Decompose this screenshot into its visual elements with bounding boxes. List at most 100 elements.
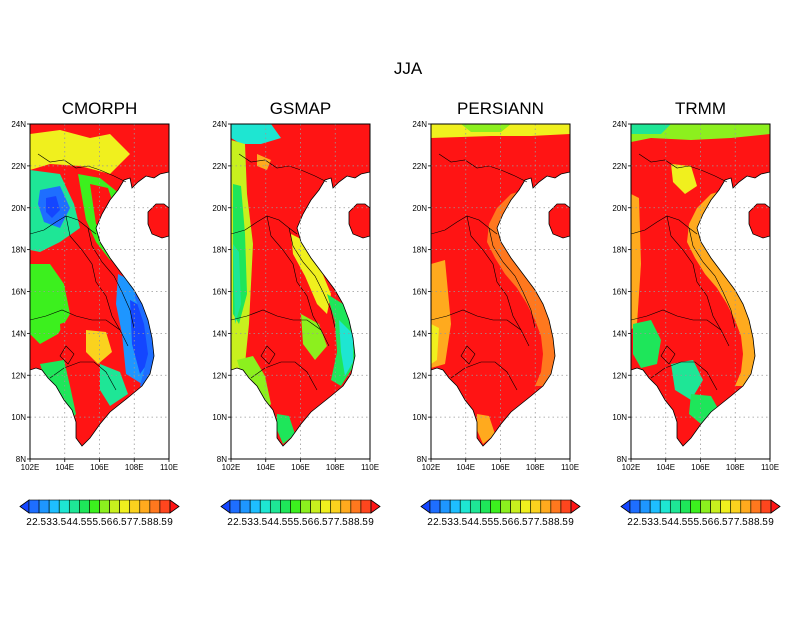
lon-tick-label: 108E: [526, 463, 545, 472]
colorbar-arrow-high: [169, 499, 180, 514]
colorbar-label: 4.5: [273, 517, 287, 528]
colorbar-segment: [28, 499, 40, 514]
colorbar-label: 5: [87, 517, 93, 528]
lat-tick-label: 18N: [212, 246, 227, 255]
lat-tick-label: 12N: [612, 371, 627, 380]
colorbar: 2 2.5 3 3.5 4 4.5 5 5.5 6 6.5 7 7.5 8 8.5 9: [620, 499, 781, 528]
colorbar-label: 2.5: [233, 517, 247, 528]
country-border: [59, 345, 75, 365]
colorbar-segment: [320, 499, 332, 514]
lat-tick-label: 22N: [11, 162, 26, 171]
lat-tick-label: 8N: [217, 455, 227, 464]
colorbar-label: 4.5: [72, 517, 86, 528]
colorbar-label: 3.5: [52, 517, 66, 528]
colorbar-label: 7: [127, 517, 133, 528]
colorbar-segment: [350, 499, 362, 514]
lon-tick-label: 104E: [656, 463, 675, 472]
colorbar-label: 8.5: [354, 517, 368, 528]
lat-tick-label: 18N: [412, 246, 427, 255]
lat-tick-label: 10N: [412, 413, 427, 422]
lat-tick-label: 24N: [412, 120, 427, 129]
colorbar-segment: [659, 499, 671, 514]
lon-tick-label: 110E: [160, 463, 178, 472]
colorbar-segment: [310, 499, 321, 514]
colorbar-label: 6: [308, 517, 314, 528]
colorbar-segment: [649, 499, 661, 514]
colorbar-label: 7.5: [133, 517, 147, 528]
colorbar-segment: [290, 499, 301, 514]
coastline: [231, 124, 370, 447]
country-border: [65, 215, 121, 331]
lat-tick-label: 10N: [212, 413, 227, 422]
colorbar-segment: [269, 499, 281, 514]
colorbar-segment: [720, 499, 732, 514]
colorbar-label: 6: [107, 517, 113, 528]
colorbar-label: 5.5: [294, 517, 308, 528]
lat-tick-label: 8N: [16, 455, 26, 464]
lat-tick-label: 14N: [11, 329, 26, 338]
lon-tick-label: 102E: [222, 463, 241, 472]
lon-tick-label: 106E: [491, 463, 510, 472]
coastline: [431, 124, 570, 447]
colorbar: 2 2.5 3 3.5 4 4.5 5 5.5 6 6.5 7 7.5 8 8.5 9: [19, 499, 180, 528]
colorbar-label: 2: [26, 517, 32, 528]
lat-tick-label: 8N: [417, 455, 427, 464]
country-border: [466, 215, 522, 331]
colorbar-label: 7.5: [534, 517, 548, 528]
coastline: [631, 124, 770, 447]
colorbar-segment: [99, 499, 110, 514]
lat-tick-label: 24N: [212, 120, 227, 129]
colorbar-label: 2.5: [633, 517, 647, 528]
colorbar-segment: [560, 499, 572, 514]
colorbar-label: 9: [568, 517, 574, 528]
colorbar-label: 2.5: [32, 517, 46, 528]
colorbar-segment: [639, 499, 651, 514]
lat-tick-label: 18N: [612, 246, 627, 255]
country-border: [431, 309, 530, 347]
colorbar-arrow-low: [420, 499, 431, 514]
figure-title: JJA: [394, 59, 423, 78]
colorbar-arrow-low: [620, 499, 631, 514]
panel-title: GSMAP: [270, 99, 331, 118]
colorbar-segment: [229, 499, 241, 514]
colorbar-arrow-high: [770, 499, 781, 514]
colorbar-label: 7: [328, 517, 334, 528]
lat-tick-label: 14N: [212, 329, 227, 338]
colorbar-segment: [700, 499, 711, 514]
colorbar-segment: [760, 499, 772, 514]
colorbar-segment: [680, 499, 691, 514]
lon-tick-label: 102E: [622, 463, 641, 472]
colorbar-label: 3: [447, 517, 453, 528]
lon-tick-label: 106E: [90, 463, 109, 472]
lat-tick-label: 24N: [612, 120, 627, 129]
lat-tick-label: 20N: [11, 204, 26, 213]
country-border: [87, 227, 135, 329]
lon-tick-label: 110E: [761, 463, 779, 472]
colorbar-arrow-high: [370, 499, 381, 514]
country-border: [231, 309, 330, 347]
colorbar-segment: [119, 499, 131, 514]
colorbar: 2 2.5 3 3.5 4 4.5 5 5.5 6 6.5 7 7.5 8 8.5 9: [420, 499, 581, 528]
colorbar-label: 4: [468, 517, 474, 528]
lat-tick-label: 16N: [212, 288, 227, 297]
lat-tick-label: 24N: [11, 120, 26, 129]
colorbar-label: 6.5: [314, 517, 328, 528]
colorbar-segment: [149, 499, 161, 514]
colorbar-segment: [449, 499, 461, 514]
colorbar-label: 8.5: [754, 517, 768, 528]
colorbar-segment: [550, 499, 562, 514]
colorbar-segment: [129, 499, 141, 514]
colorbar-label: 8: [348, 517, 354, 528]
lat-tick-label: 12N: [212, 371, 227, 380]
lon-tick-label: 110E: [561, 463, 579, 472]
lon-tick-label: 108E: [726, 463, 745, 472]
colorbar-segment: [730, 499, 742, 514]
country-border: [631, 309, 730, 347]
colorbar-label: 5: [688, 517, 694, 528]
lon-tick-label: 110E: [361, 463, 379, 472]
lat-tick-label: 20N: [612, 204, 627, 213]
lat-tick-label: 10N: [11, 413, 26, 422]
colorbar-label: 6.5: [113, 517, 127, 528]
colorbar-label: 8.5: [153, 517, 167, 528]
